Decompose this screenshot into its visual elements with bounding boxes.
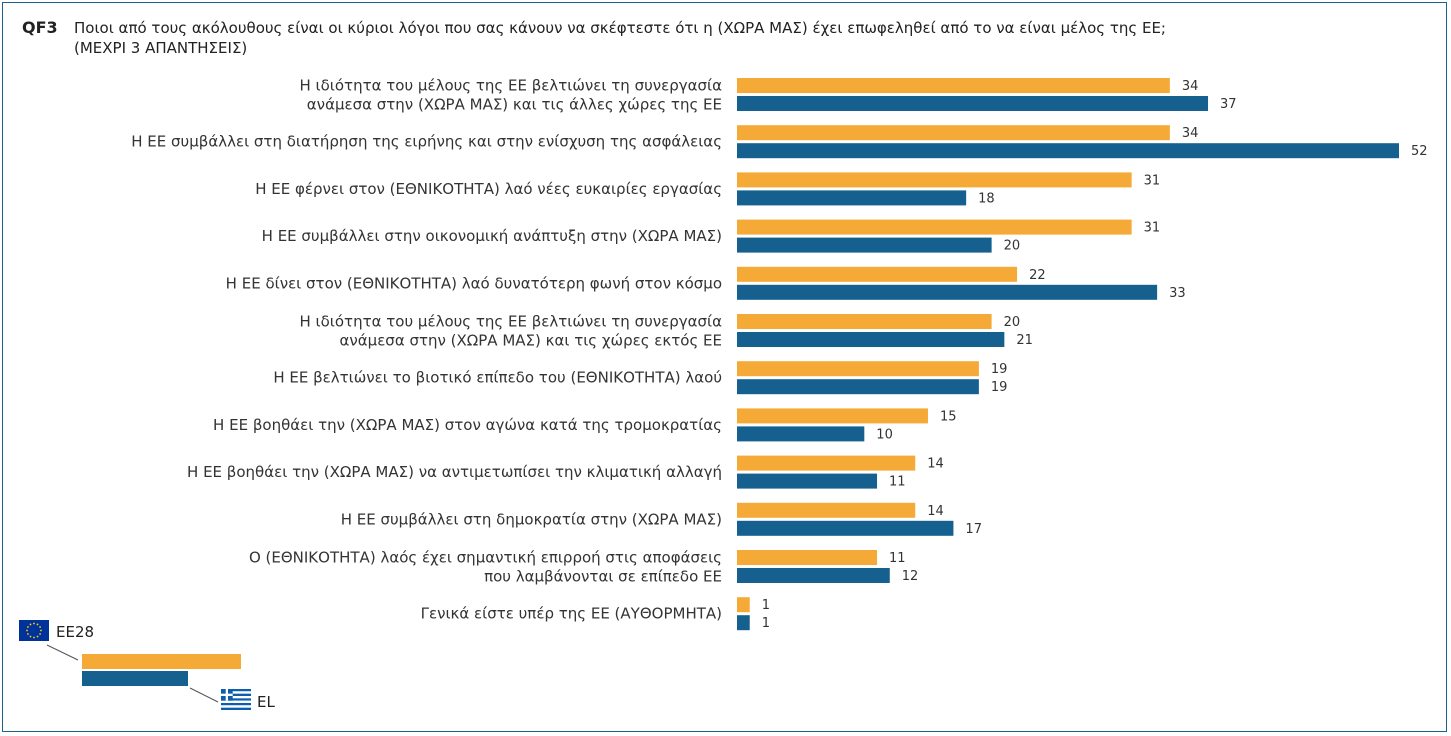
value-label-eu28: 19	[991, 362, 1008, 377]
value-label-eu28: 22	[1029, 268, 1046, 283]
category-label: Η ΕΕ συμβάλλει στη διατήρηση της ειρήνης…	[131, 133, 722, 151]
value-label-el: 19	[991, 380, 1008, 395]
bar-eu28	[737, 219, 1132, 235]
category-label: Η ιδιότητα του μέλους της ΕΕ βελτιώνει τ…	[299, 77, 722, 114]
bar-el	[737, 379, 979, 395]
bar-eu28	[737, 125, 1170, 141]
bar-eu28	[737, 550, 878, 565]
bar-eu28	[737, 172, 1132, 188]
value-label-eu28: 34	[1182, 79, 1199, 94]
question-id: QF3	[22, 18, 58, 37]
category-label: Η ΕΕ βοηθάει την (ΧΩΡΑ ΜΑΣ) να αντιμετωπ…	[187, 463, 722, 481]
value-label-el: 21	[1016, 333, 1033, 348]
value-label-el: 20	[1004, 239, 1021, 254]
category-label: Ο (ΕΘΝΙΚΟΤΗΤΑ) λαός έχει σημαντική επιρρ…	[249, 549, 722, 586]
value-label-eu28: 34	[1182, 126, 1199, 141]
value-label-eu28: 31	[1144, 173, 1161, 188]
bar-el	[737, 473, 878, 489]
bar-el	[737, 615, 750, 631]
bar-el	[737, 190, 967, 206]
bar-eu28	[737, 78, 1170, 93]
bar-eu28	[737, 597, 750, 613]
bar-el	[737, 520, 954, 536]
value-label-el: 12	[902, 569, 919, 584]
category-label: Γενικά είστε υπέρ της ΕΕ (ΑΥΘΟΡΜΗΤΑ)	[421, 605, 722, 623]
question-text: Ποιοι από τους ακόλουθους είναι οι κύριο…	[74, 18, 1414, 58]
bar-eu28	[737, 314, 992, 329]
bar-eu28	[737, 266, 1018, 282]
category-label: Η ΕΕ βοηθάει την (ΧΩΡΑ ΜΑΣ) στον αγώνα κ…	[213, 416, 722, 434]
question-line-2: (ΜΕΧΡΙ 3 ΑΠΑΝΤΗΣΕΙΣ)	[74, 39, 248, 57]
value-label-eu28: 15	[940, 409, 957, 424]
value-label-el: 52	[1411, 144, 1428, 159]
bar-el	[737, 332, 1005, 347]
bar-el	[737, 237, 992, 253]
category-label: Η ιδιότητα του μέλους της ΕΕ βελτιώνει τ…	[299, 313, 722, 350]
bar-el	[737, 96, 1209, 111]
value-label-eu28: 14	[927, 457, 944, 472]
value-label-el: 17	[965, 522, 982, 537]
category-label: Η ΕΕ βελτιώνει το βιοτικό επίπεδο του (Ε…	[273, 369, 722, 387]
bar-el	[737, 426, 865, 442]
bar-el	[737, 568, 890, 583]
bar-eu28	[737, 502, 916, 518]
value-label-eu28: 1	[762, 598, 770, 613]
bar-el	[737, 284, 1158, 300]
category-label: Η ΕΕ συμβάλλει στην οικονομική ανάπτυξη …	[262, 227, 722, 245]
value-label-eu28: 11	[889, 551, 906, 566]
value-label-el: 1	[762, 616, 770, 631]
bar-eu28	[737, 361, 979, 377]
value-label-el: 11	[889, 475, 906, 490]
value-label-eu28: 20	[1004, 315, 1021, 330]
bar-eu28	[737, 408, 928, 424]
value-label-el: 10	[876, 427, 893, 442]
value-label-el: 33	[1169, 286, 1186, 301]
bar-eu28	[737, 455, 916, 471]
category-label: Η ΕΕ δίνει στον (ΕΘΝΙΚΟΤΗΤΑ) λαό δυνατότ…	[226, 274, 722, 292]
question-line-1: Ποιοι από τους ακόλουθους είναι οι κύριο…	[74, 19, 1166, 37]
category-label: Η ΕΕ συμβάλλει στη δημοκρατία στην (ΧΩΡΑ…	[341, 510, 722, 528]
category-label: Η ΕΕ φέρνει στον (ΕΘΝΙΚΟΤΗΤΑ) λαό νέες ε…	[255, 180, 722, 198]
value-label-el: 37	[1220, 97, 1237, 112]
value-label-el: 18	[978, 191, 995, 206]
value-label-eu28: 14	[927, 504, 944, 519]
bar-el	[737, 143, 1399, 159]
value-label-eu28: 31	[1144, 221, 1161, 236]
